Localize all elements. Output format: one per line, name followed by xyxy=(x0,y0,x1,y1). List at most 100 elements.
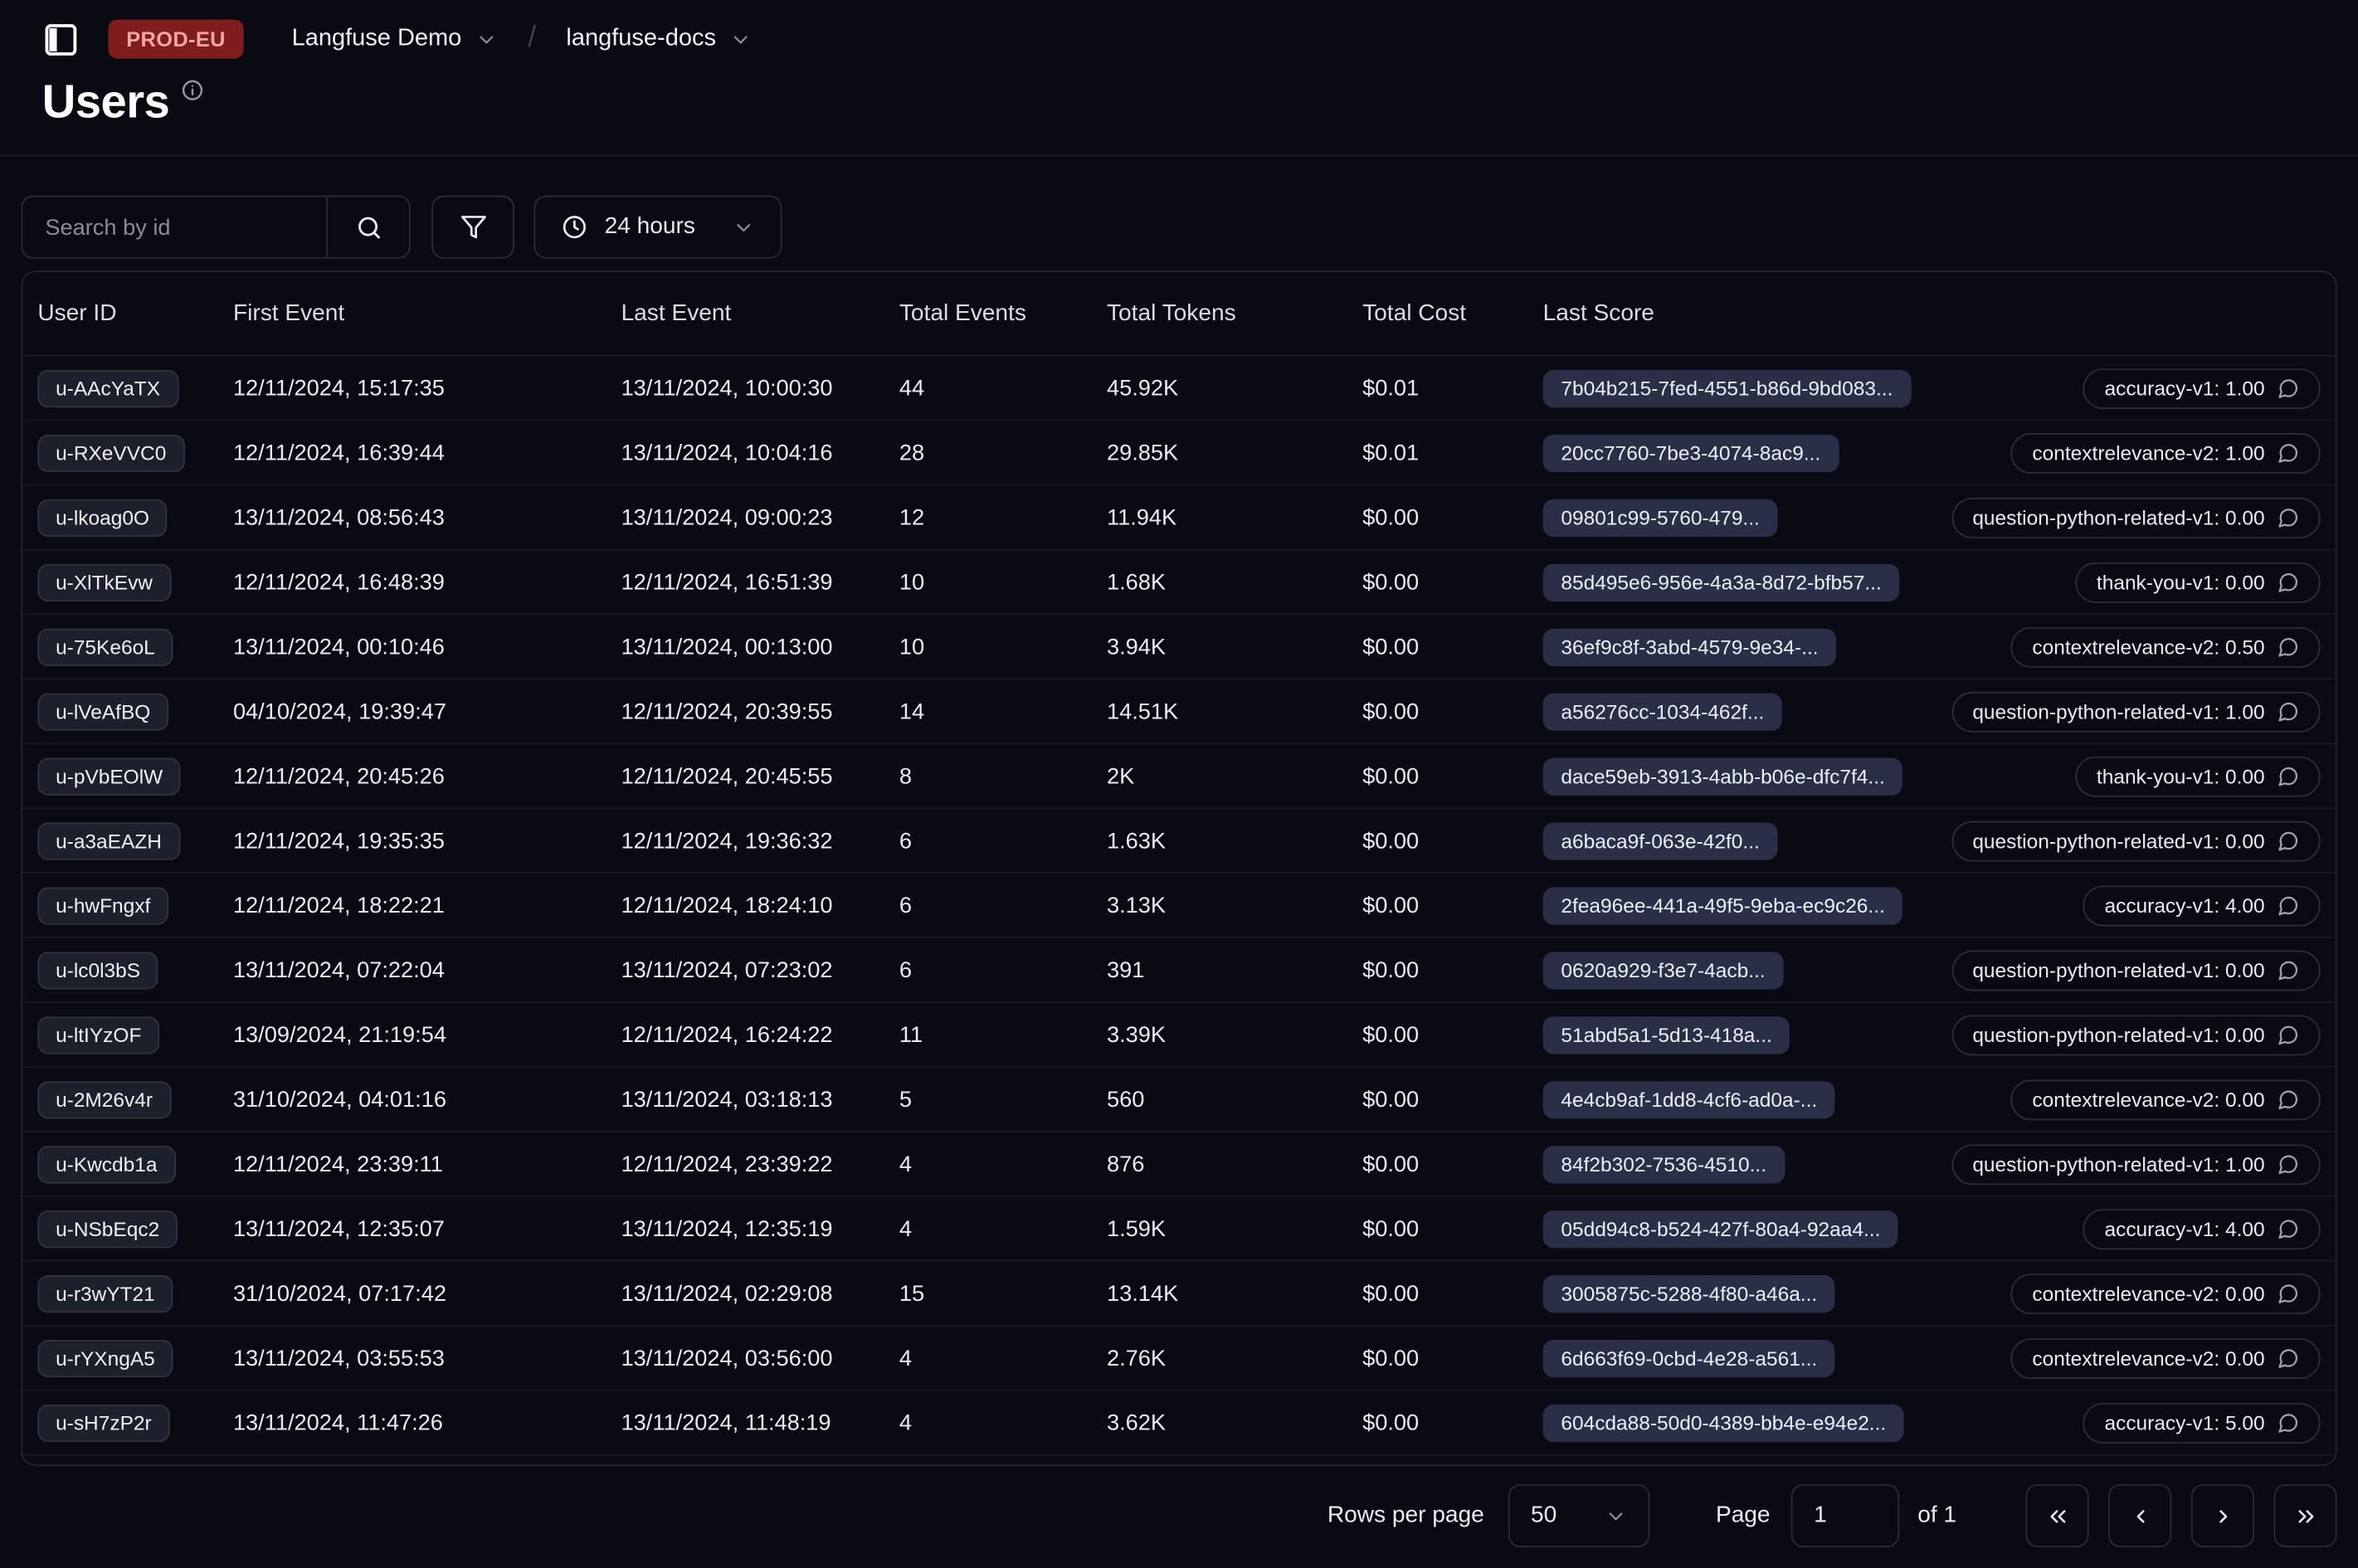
table-row[interactable]: u-lVeAfBQ 04/10/2024, 19:39:47 12/11/202… xyxy=(22,679,2336,745)
user-id-badge[interactable]: u-ltIYzOF xyxy=(37,1015,160,1054)
score-pill[interactable]: question-python-related-v1: 0.00 xyxy=(1951,949,2321,991)
cell-total-events: 6 xyxy=(899,892,912,918)
user-id-badge[interactable]: u-r3wYT21 xyxy=(37,1274,173,1312)
time-range-button[interactable]: 24 hours xyxy=(533,195,783,259)
cell-user-id: u-lVeAfBQ xyxy=(37,692,233,730)
cell-user-id: u-NSbEqc2 xyxy=(37,1210,233,1248)
cell-last-event: 12/11/2024, 20:39:55 xyxy=(621,698,833,724)
score-id-badge[interactable]: a6baca9f-063e-42f0... xyxy=(1542,821,1778,859)
first-page-button[interactable] xyxy=(2025,1483,2089,1548)
table-row[interactable]: u-RXeVVC0 12/11/2024, 16:39:44 13/11/202… xyxy=(22,421,2336,486)
breadcrumb-project[interactable]: langfuse-docs xyxy=(566,26,752,53)
score-pill[interactable]: accuracy-v1: 4.00 xyxy=(2083,1208,2321,1249)
score-id-badge[interactable]: 604cda88-50d0-4389-bb4e-e94e2... xyxy=(1542,1403,1904,1442)
score-pill[interactable]: contextrelevance-v2: 0.00 xyxy=(2011,1079,2321,1120)
user-id-badge[interactable]: u-hwFngxf xyxy=(37,886,169,924)
user-id-badge[interactable]: u-75Ke6oL xyxy=(37,627,173,666)
filter-button[interactable] xyxy=(431,195,514,259)
cell-last-event: 13/11/2024, 09:00:23 xyxy=(621,504,833,530)
table-row[interactable]: u-75Ke6oL 13/11/2024, 00:10:46 13/11/202… xyxy=(22,615,2336,680)
score-pill[interactable]: thank-you-v1: 0.00 xyxy=(2075,755,2321,796)
score-pill[interactable]: accuracy-v1: 4.00 xyxy=(2083,884,2321,926)
user-id-badge[interactable]: u-lc0l3bS xyxy=(37,951,158,989)
score-id-badge[interactable]: 3005875c-5288-4f80-a46a... xyxy=(1542,1274,1835,1312)
table-header-row: User ID First Event Last Event Total Eve… xyxy=(22,272,2336,357)
score-pill[interactable]: question-python-related-v1: 0.00 xyxy=(1951,1014,2321,1055)
score-pill[interactable]: accuracy-v1: 5.00 xyxy=(2083,1402,2321,1444)
table-row[interactable]: u-hwFngxf 12/11/2024, 18:22:21 12/11/202… xyxy=(22,874,2336,938)
score-id-badge[interactable]: 7b04b215-7fed-4551-b86d-9bd083... xyxy=(1542,368,1912,407)
score-id-badge[interactable]: 4e4cb9af-1dd8-4cf6-ad0a-... xyxy=(1542,1080,1835,1118)
search-button[interactable] xyxy=(326,195,411,259)
score-pill[interactable]: question-python-related-v1: 1.00 xyxy=(1951,1143,2321,1185)
score-pill[interactable]: contextrelevance-v2: 1.00 xyxy=(2011,432,2321,474)
rows-per-page-select[interactable]: 50 xyxy=(1508,1483,1650,1548)
page-number-input[interactable] xyxy=(1790,1483,1900,1548)
breadcrumb-org[interactable]: Langfuse Demo xyxy=(292,26,498,53)
score-pill[interactable]: contextrelevance-v2: 0.50 xyxy=(2011,626,2321,667)
cell-last-score: 05dd94c8-b524-427f-80a4-92aa4... accurac… xyxy=(1542,1208,2336,1249)
score-pill[interactable]: contextrelevance-v2: 0.00 xyxy=(2011,1337,2321,1379)
table-row[interactable]: u-rYXngA5 13/11/2024, 03:55:53 13/11/202… xyxy=(22,1327,2336,1391)
table-row[interactable]: u-lkoag0O 13/11/2024, 08:56:43 13/11/202… xyxy=(22,485,2336,551)
score-pill[interactable]: thank-you-v1: 0.00 xyxy=(2075,561,2321,602)
score-id-badge[interactable]: a56276cc-1034-462f... xyxy=(1542,692,1783,730)
user-id-badge[interactable]: u-sH7zP2r xyxy=(37,1403,170,1442)
score-id-badge[interactable]: 84f2b302-7536-4510... xyxy=(1542,1145,1785,1183)
last-page-button[interactable] xyxy=(2273,1483,2337,1548)
table-row[interactable]: u-sH7zP2r 13/11/2024, 11:47:26 13/11/202… xyxy=(22,1391,2336,1456)
chevron-down-icon xyxy=(480,35,494,43)
cell-last-event: 13/11/2024, 10:04:16 xyxy=(621,440,833,465)
score-id-badge[interactable]: 2fea96ee-441a-49f5-9eba-ec9c26... xyxy=(1542,886,1903,924)
user-id-badge[interactable]: u-pVbEOlW xyxy=(37,757,182,795)
table-row[interactable]: u-pVbEOlW 12/11/2024, 20:45:26 12/11/202… xyxy=(22,744,2336,810)
table-row[interactable]: u-ltIYzOF 13/09/2024, 21:19:54 12/11/202… xyxy=(22,1003,2336,1068)
table-row[interactable]: u-lc0l3bS 13/11/2024, 07:22:04 13/11/202… xyxy=(22,938,2336,1003)
user-id-badge[interactable]: u-RXeVVC0 xyxy=(37,433,185,472)
score-pill[interactable]: question-python-related-v1: 0.00 xyxy=(1951,497,2321,538)
table-row[interactable]: u-a3aEAZH 12/11/2024, 19:35:35 12/11/202… xyxy=(22,809,2336,874)
table-row[interactable]: u-r3wYT21 31/10/2024, 07:17:42 13/11/202… xyxy=(22,1262,2336,1327)
user-id-badge[interactable]: u-XlTkEvw xyxy=(37,562,171,601)
cell-user-id: u-a3aEAZH xyxy=(37,821,233,859)
user-id-badge[interactable]: u-NSbEqc2 xyxy=(37,1210,178,1248)
cell-last-score: 4e4cb9af-1dd8-4cf6-ad0a-... contextrelev… xyxy=(1542,1079,2336,1120)
table-row[interactable]: u-NSbEqc2 13/11/2024, 12:35:07 13/11/202… xyxy=(22,1197,2336,1262)
user-id-badge[interactable]: u-Kwcdb1a xyxy=(37,1145,176,1183)
score-id-badge[interactable]: 36ef9c8f-3abd-4579-9e34-... xyxy=(1542,627,1837,666)
next-page-button[interactable] xyxy=(2190,1483,2254,1548)
cell-first-event: 31/10/2024, 04:01:16 xyxy=(232,1086,446,1113)
sidebar-toggle-button[interactable] xyxy=(39,18,81,61)
score-id-badge[interactable]: 09801c99-5760-479... xyxy=(1542,498,1778,537)
score-id-badge[interactable]: 0620a929-f3e7-4acb... xyxy=(1542,951,1784,989)
search-input[interactable] xyxy=(21,195,327,259)
score-id-badge[interactable]: 51abd5a1-5d13-418a... xyxy=(1542,1015,1790,1054)
cell-last-event: 12/11/2024, 18:24:10 xyxy=(621,892,833,918)
score-pill[interactable]: contextrelevance-v2: 0.00 xyxy=(2011,1273,2321,1314)
prev-page-button[interactable] xyxy=(2108,1483,2172,1548)
comment-icon xyxy=(2278,637,2298,656)
score-id-badge[interactable]: 20cc7760-7be3-4074-8ac9... xyxy=(1542,433,1839,472)
score-pill[interactable]: accuracy-v1: 1.00 xyxy=(2083,368,2321,409)
cell-user-id: u-lkoag0O xyxy=(37,498,233,537)
environment-badge[interactable]: PROD-EU xyxy=(108,19,244,59)
table-row[interactable]: u-2M26v4r 31/10/2024, 04:01:16 13/11/202… xyxy=(22,1068,2336,1132)
score-id-badge[interactable]: 6d663f69-0cbd-4e28-a561... xyxy=(1542,1339,1835,1377)
user-id-badge[interactable]: u-lkoag0O xyxy=(37,498,168,537)
table-row[interactable]: u-AAcYaTX 12/11/2024, 15:17:35 13/11/202… xyxy=(22,357,2336,421)
score-pill[interactable]: question-python-related-v1: 1.00 xyxy=(1951,690,2321,732)
table-row[interactable]: u-XlTkEvw 12/11/2024, 16:48:39 12/11/202… xyxy=(22,550,2336,616)
score-pill[interactable]: question-python-related-v1: 0.00 xyxy=(1951,820,2321,861)
score-id-badge[interactable]: dace59eb-3913-4abb-b06e-dfc7f4... xyxy=(1542,757,1903,795)
score-id-badge[interactable]: 85d495e6-956e-4a3a-8d72-bfb57... xyxy=(1542,562,1900,601)
user-id-badge[interactable]: u-rYXngA5 xyxy=(37,1339,173,1377)
user-id-badge[interactable]: u-lVeAfBQ xyxy=(37,692,169,730)
user-id-badge[interactable]: u-2M26v4r xyxy=(37,1080,171,1118)
score-pill-label: question-python-related-v1: 0.00 xyxy=(1972,1023,2265,1046)
user-id-badge[interactable]: u-AAcYaTX xyxy=(37,368,178,407)
user-id-badge[interactable]: u-a3aEAZH xyxy=(37,821,180,859)
info-icon[interactable] xyxy=(180,78,204,102)
table-row[interactable]: u-Kwcdb1a 12/11/2024, 23:39:11 12/11/202… xyxy=(22,1132,2336,1197)
score-id-badge[interactable]: 05dd94c8-b524-427f-80a4-92aa4... xyxy=(1542,1210,1899,1248)
